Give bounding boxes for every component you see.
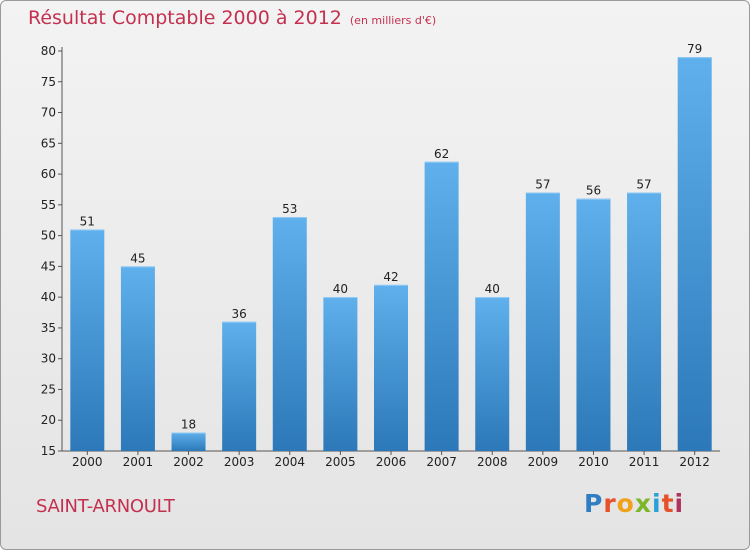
data-label-2010: 56: [586, 184, 601, 198]
y-tick-label: 70: [41, 106, 56, 120]
data-label-2007: 62: [434, 147, 449, 161]
x-tick-label-2011: 2011: [629, 455, 660, 469]
y-tick-label: 75: [41, 75, 56, 89]
data-label-2006: 42: [383, 270, 398, 284]
x-tick-label-2012: 2012: [679, 455, 710, 469]
bar-2004: [272, 217, 307, 451]
bar-2008: [475, 297, 510, 451]
y-tick-label: 25: [41, 382, 56, 396]
data-label-2001: 45: [130, 251, 145, 265]
bar-2006: [374, 284, 408, 451]
bar-2000: [70, 229, 105, 451]
data-label-2009: 57: [535, 178, 550, 192]
data-label-2004: 53: [282, 202, 297, 216]
x-tick-label-2005: 2005: [325, 455, 356, 469]
x-tick-label-2010: 2010: [578, 455, 609, 469]
x-tick-label-2008: 2008: [477, 455, 508, 469]
x-tick-label-2009: 2009: [528, 455, 559, 469]
y-tick-label: 60: [41, 167, 56, 181]
data-label-2005: 40: [333, 282, 348, 296]
chart-subtitle: (en milliers d'€): [349, 14, 437, 27]
x-tick-label-2003: 2003: [224, 455, 255, 469]
bar-2005: [323, 297, 358, 451]
chart-bars: 51 45 18 36 53 40 42 62 40 57 56 57 79: [70, 42, 712, 452]
data-label-2011: 57: [636, 178, 651, 192]
x-tick-label-2004: 2004: [274, 455, 305, 469]
y-tick-label: 80: [41, 44, 56, 58]
bar-2003: [222, 321, 257, 451]
y-tick-label: 40: [41, 290, 56, 304]
bar-2011: [627, 192, 662, 452]
y-tick-label: 30: [41, 352, 56, 366]
y-tick-label: 20: [41, 413, 56, 427]
data-label-2000: 51: [80, 214, 95, 228]
y-tick-label: 65: [41, 136, 56, 150]
bar-2001: [120, 266, 155, 451]
y-tick-label: 45: [41, 259, 56, 273]
x-tick-label-2001: 2001: [123, 455, 154, 469]
proxiti-logo: Proxiti: [584, 489, 685, 518]
x-tick-label-2006: 2006: [376, 455, 407, 469]
chart-title-text: Résultat Comptable 2000 à 2012: [28, 7, 342, 29]
data-label-2002: 18: [181, 418, 196, 432]
data-label-2003: 36: [232, 307, 247, 321]
chart-title: Résultat Comptable 2000 à 2012 (en millie…: [28, 7, 436, 29]
bar-2009: [525, 192, 560, 452]
x-tick-label-2007: 2007: [426, 455, 457, 469]
y-tick-label: 55: [41, 198, 56, 212]
y-tick-label: 50: [41, 229, 56, 243]
y-tick-label: 15: [41, 444, 56, 458]
bar-2012: [677, 57, 712, 452]
x-tick-label-2002: 2002: [173, 455, 204, 469]
x-tick-label-2000: 2000: [72, 455, 103, 469]
y-tick-label: 35: [41, 321, 56, 335]
bar-2002: [171, 432, 206, 451]
data-label-2012: 79: [687, 42, 702, 56]
bar-2007: [424, 161, 459, 451]
place-name: SAINT-ARNOULT: [36, 496, 175, 517]
data-label-2008: 40: [485, 282, 500, 296]
bar-2010: [576, 198, 611, 451]
